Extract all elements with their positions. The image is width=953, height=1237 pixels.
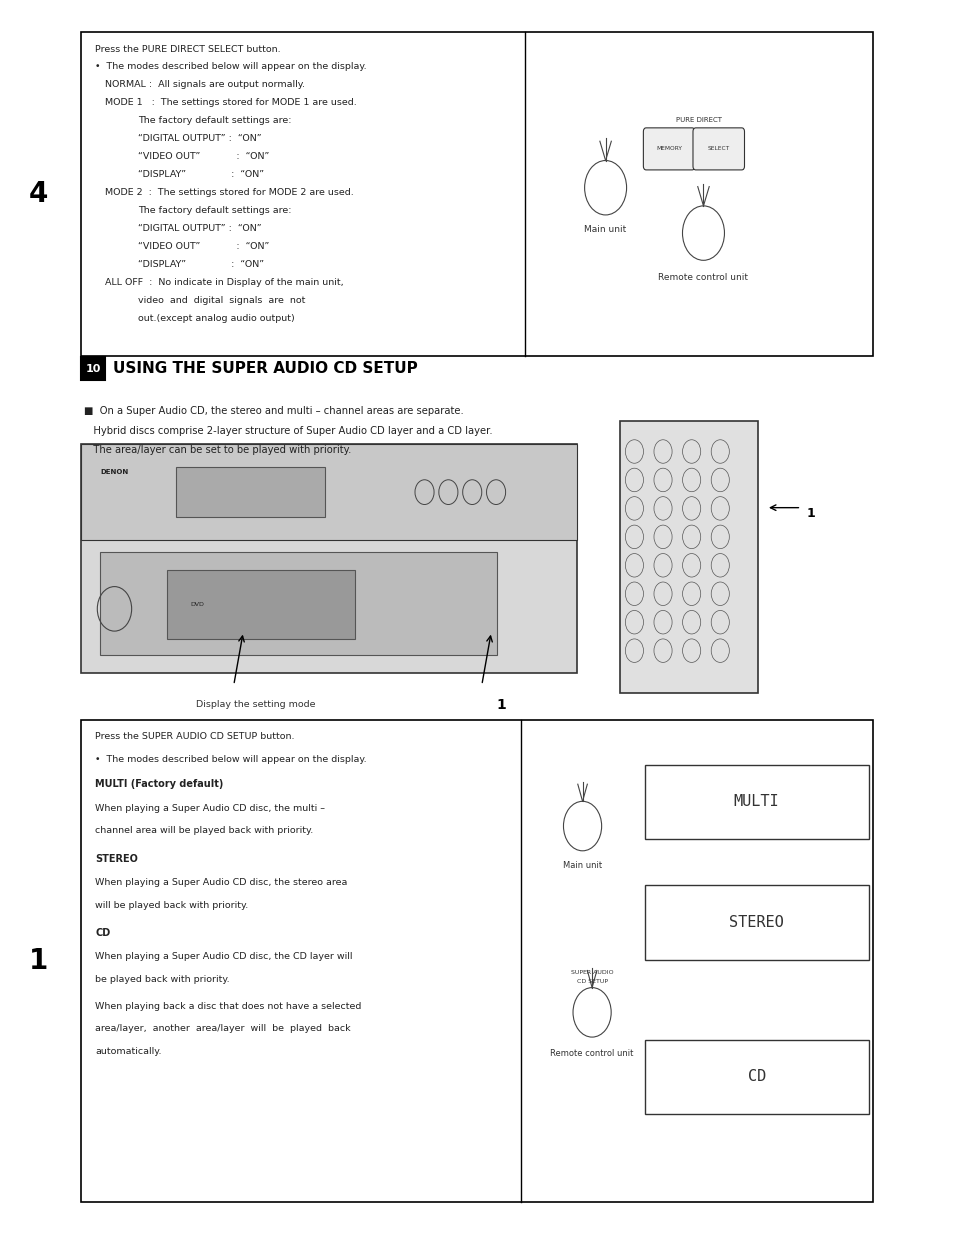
Text: “DIGITAL OUTPUT” :  “ON”: “DIGITAL OUTPUT” : “ON” [138,134,262,143]
Text: When playing a Super Audio CD disc, the stereo area: When playing a Super Audio CD disc, the … [95,878,348,887]
Text: ■  On a Super Audio CD, the stereo and multi – channel areas are separate.: ■ On a Super Audio CD, the stereo and mu… [84,406,463,416]
Text: DVD: DVD [191,601,205,607]
Text: “DISPLAY”               :  “ON”: “DISPLAY” : “ON” [138,169,264,179]
Text: •  The modes described below will appear on the display.: • The modes described below will appear … [95,755,367,763]
Text: SELECT: SELECT [707,146,729,151]
Text: CD: CD [747,1070,765,1085]
Text: 4: 4 [29,181,48,208]
FancyBboxPatch shape [692,127,743,169]
Text: Display the setting mode: Display the setting mode [195,700,314,709]
Bar [81,444,577,673]
Text: MULTI: MULTI [733,794,779,809]
Text: 1: 1 [496,698,505,711]
Text: DENON: DENON [100,469,129,475]
Text: 10: 10 [85,364,101,374]
Text: The area/layer can be set to be played with priority.: The area/layer can be set to be played w… [84,445,351,455]
Text: automatically.: automatically. [95,1047,162,1055]
Text: “DIGITAL OUTPUT” :  “ON”: “DIGITAL OUTPUT” : “ON” [138,224,262,233]
Text: The factory default settings are:: The factory default settings are: [138,116,292,125]
Text: NORMAL :  All signals are output normally.: NORMAL : All signals are output normally… [105,80,305,89]
Bar [176,468,325,517]
Text: “VIDEO OUT”            :  “ON”: “VIDEO OUT” : “ON” [138,241,270,251]
Bar [619,421,758,693]
Text: MEMORY: MEMORY [656,146,681,151]
Text: Hybrid discs comprise 2-layer structure of Super Audio CD layer and a CD layer.: Hybrid discs comprise 2-layer structure … [84,426,492,435]
Text: Press the PURE DIRECT SELECT button.: Press the PURE DIRECT SELECT button. [95,45,281,53]
Text: be played back with priority.: be played back with priority. [95,975,230,983]
Bar [81,444,577,541]
Text: STEREO: STEREO [728,915,783,930]
Text: will be played back with priority.: will be played back with priority. [95,901,249,909]
Bar [81,357,105,380]
Text: The factory default settings are:: The factory default settings are: [138,205,292,215]
Bar [81,720,872,1202]
Text: When playing a Super Audio CD disc, the CD layer will: When playing a Super Audio CD disc, the … [95,952,353,961]
Text: MODE 2  :  The settings stored for MODE 2 are used.: MODE 2 : The settings stored for MODE 2 … [105,188,354,197]
Bar [100,552,497,654]
Bar [644,764,868,839]
Text: PURE DIRECT: PURE DIRECT [675,118,721,122]
Text: video  and  digital  signals  are  not: video and digital signals are not [138,296,305,304]
Text: SUPER AUDIO: SUPER AUDIO [570,970,613,975]
Text: channel area will be played back with priority.: channel area will be played back with pr… [95,826,314,835]
Text: 1: 1 [805,507,814,521]
Bar [644,1040,868,1115]
Text: MULTI (Factory default): MULTI (Factory default) [95,779,224,789]
Text: USING THE SUPER AUDIO CD SETUP: USING THE SUPER AUDIO CD SETUP [112,361,416,376]
Text: Remote control unit: Remote control unit [550,1049,633,1059]
Bar [81,32,872,356]
Text: When playing a Super Audio CD disc, the multi –: When playing a Super Audio CD disc, the … [95,804,325,813]
Text: STEREO: STEREO [95,854,138,863]
Text: ALL OFF  :  No indicate in Display of the main unit,: ALL OFF : No indicate in Display of the … [105,277,343,287]
Text: When playing back a disc that does not have a selected: When playing back a disc that does not h… [95,1002,361,1011]
Text: CD SETUP: CD SETUP [576,978,607,983]
Bar [167,570,355,638]
Text: 1: 1 [29,948,48,975]
Text: out.(except analog audio output): out.(except analog audio output) [138,313,294,323]
Text: CD: CD [95,928,111,938]
Text: MODE 1   :  The settings stored for MODE 1 are used.: MODE 1 : The settings stored for MODE 1 … [105,98,356,108]
Text: area/layer,  another  area/layer  will  be  played  back: area/layer, another area/layer will be p… [95,1024,351,1033]
Text: “VIDEO OUT”            :  “ON”: “VIDEO OUT” : “ON” [138,152,270,161]
Text: Main unit: Main unit [562,861,601,870]
Text: Remote control unit: Remote control unit [658,272,748,282]
Text: Main unit: Main unit [584,225,626,234]
Text: “DISPLAY”               :  “ON”: “DISPLAY” : “ON” [138,260,264,268]
Text: •  The modes described below will appear on the display.: • The modes described below will appear … [95,62,367,72]
FancyBboxPatch shape [642,127,694,169]
Bar [644,886,868,960]
Text: Press the SUPER AUDIO CD SETUP button.: Press the SUPER AUDIO CD SETUP button. [95,732,294,741]
